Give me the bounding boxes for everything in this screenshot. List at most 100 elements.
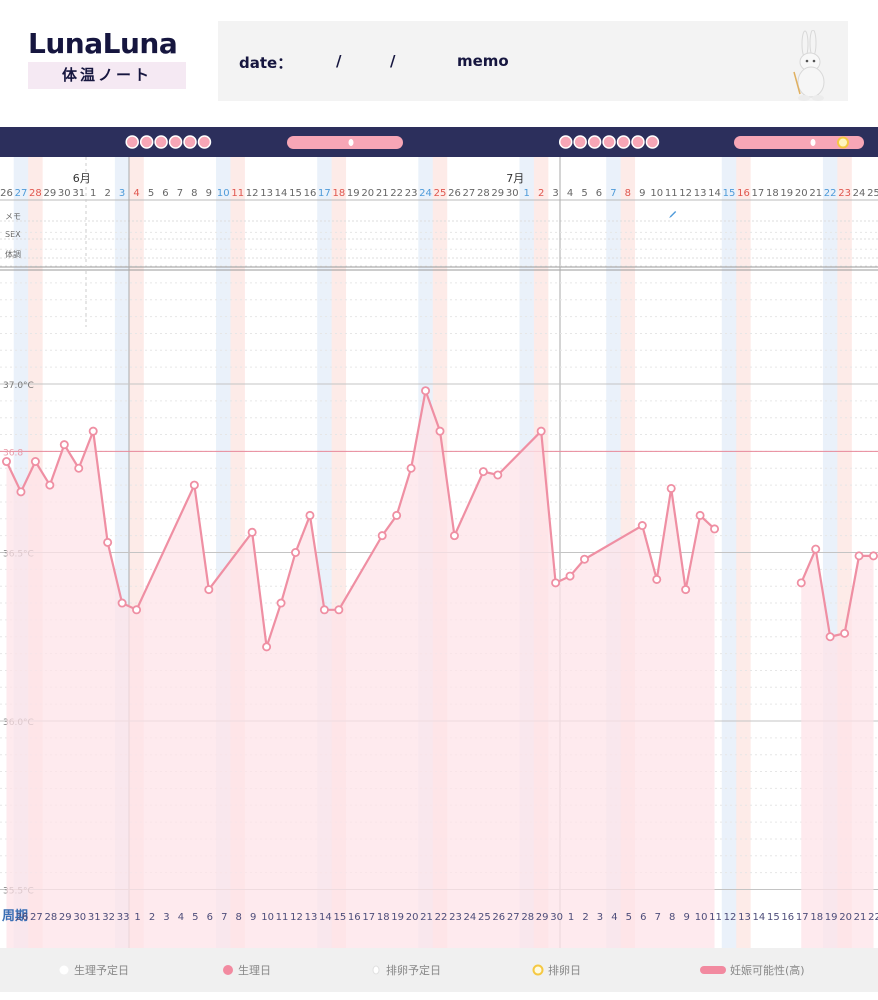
cycle-day-label: 18: [810, 912, 823, 923]
temperature-point: [854, 551, 864, 561]
date-tick-label: 6: [162, 188, 168, 199]
period-marker-icon: [631, 135, 645, 149]
cycle-day-label: 26: [492, 912, 505, 923]
date-tick-label: 15: [289, 188, 302, 199]
temperature-point: [710, 524, 720, 534]
cycle-day-label: 11: [276, 912, 289, 923]
temperature-point: [305, 510, 315, 520]
date-tick-label: 4: [133, 188, 139, 199]
period-icon: [223, 965, 233, 975]
cycle-day-label: 28: [521, 912, 534, 923]
ovulation-icon: [532, 964, 544, 976]
period-marker-icon: [183, 135, 197, 149]
reference-line-label: 36.8: [3, 448, 23, 458]
cycle-day-label: 22: [435, 912, 448, 923]
date-tick-label: 27: [463, 188, 476, 199]
date-tick-label: 30: [506, 188, 519, 199]
cycle-day-label: 29: [536, 912, 549, 923]
period-marker-icon: [573, 135, 587, 149]
date-tick-label: 24: [419, 188, 432, 199]
memo-box: date： / / memo: [218, 21, 848, 101]
temperature-point: [319, 605, 329, 615]
temperature-point: [551, 578, 561, 588]
cycle-day-label: 8: [236, 912, 242, 923]
date-tick-label: 17: [318, 188, 331, 199]
date-tick-label: 28: [477, 188, 490, 199]
predicted-period-icon: [59, 965, 69, 975]
date-tick-label: 12: [679, 188, 692, 199]
date-tick-label: 14: [708, 188, 721, 199]
temperature-point: [811, 544, 821, 554]
cycle-day-label: 24: [464, 912, 477, 923]
cycle-day-label: 14: [319, 912, 332, 923]
cycle-day-label: 6: [207, 912, 213, 923]
cycle-day-label: 7: [221, 912, 227, 923]
date-tick-label: 30: [58, 188, 71, 199]
date-tick-label: 7: [610, 188, 616, 199]
period-marker-icon: [139, 135, 154, 149]
date-tick-label: 5: [148, 188, 154, 199]
cycle-day-label: 21: [854, 912, 867, 923]
cycle-day-label: 22: [868, 912, 878, 923]
month-label: 7月: [506, 172, 524, 185]
date-tick-label: 3: [552, 188, 558, 199]
date-tick-label: 21: [376, 188, 389, 199]
temperature-point: [204, 585, 214, 595]
brand-logo: LunaLuna 体温ノート: [28, 28, 190, 89]
date-tick-label: 6: [596, 188, 602, 199]
temperature-point: [276, 598, 286, 608]
legend-item: 妊娠可能性(高): [700, 962, 805, 978]
temperature-point: [681, 585, 691, 595]
cycle-day-label: 19: [391, 912, 404, 923]
period-marker-icon: [587, 135, 602, 149]
date-tick-label: 22: [390, 188, 403, 199]
temperature-point: [334, 605, 344, 615]
temperature-point: [435, 426, 445, 436]
temperature-point: [377, 531, 387, 541]
date-separator: /: [336, 52, 342, 70]
temperature-point: [88, 426, 98, 436]
ovulation-predicted-icon: [348, 139, 354, 146]
temperature-point: [45, 480, 55, 490]
date-tick-label: 14: [275, 188, 288, 199]
period-marker-icon: [168, 135, 183, 149]
temperature-point: [189, 480, 199, 490]
date-tick-label: 26: [448, 188, 461, 199]
temperature-point: [840, 628, 850, 638]
date-tick-label: 31: [72, 188, 85, 199]
legend-label: 妊娠可能性(高): [730, 964, 805, 977]
cycle-day-label: 7: [655, 912, 661, 923]
cycle-day-label: 28: [44, 912, 57, 923]
temperature-point: [825, 632, 835, 642]
temperature-point: [247, 527, 257, 537]
date-tick-label: 16: [304, 188, 317, 199]
cycle-day-label: 10: [695, 912, 708, 923]
date-tick-label: 1: [524, 188, 530, 199]
temperature-point: [869, 551, 878, 561]
date-tick-label: 12: [246, 188, 259, 199]
cycle-day-label: 4: [178, 912, 184, 923]
date-tick-label: 29: [43, 188, 56, 199]
brand-subtitle: 体温ノート: [28, 62, 186, 89]
date-tick-label: 2: [104, 188, 110, 199]
legend-label: 排卵予定日: [386, 964, 441, 977]
date-tick-label: 8: [625, 188, 631, 199]
cycle-day-label: 32: [102, 912, 115, 923]
date-tick-label: 1: [90, 188, 96, 199]
sex-row-label: SEX: [5, 230, 21, 239]
legend-item: 排卵日: [532, 962, 581, 978]
legend-label: 排卵日: [548, 964, 581, 977]
fertile-bar: [734, 136, 864, 149]
legend-item: 排卵予定日: [370, 962, 441, 978]
memo-row-label: メモ: [5, 212, 21, 221]
cycle-day-label: 29: [59, 912, 72, 923]
date-tick-label: 20: [361, 188, 374, 199]
brand-name: LunaLuna: [28, 27, 178, 60]
temperature-point: [117, 598, 127, 608]
temperature-point: [59, 440, 69, 450]
date-tick-label: 16: [737, 188, 750, 199]
condition-row-label: 体調: [5, 249, 21, 259]
cycle-day-label: 31: [88, 912, 101, 923]
temperature-area: [6, 390, 715, 948]
